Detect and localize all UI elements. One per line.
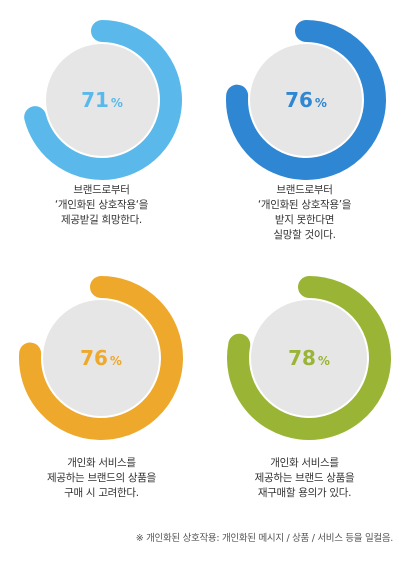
description-line: 개인화 서비스를	[270, 457, 339, 469]
description-line: ‘개인화된 상호작용’을	[257, 199, 352, 211]
description-line: 브랜드로부터	[73, 184, 130, 196]
description-line: 개인화 서비스를	[67, 457, 136, 469]
donut-chart-1: 71%	[24, 20, 182, 180]
donut-center-disc	[250, 44, 362, 156]
description-line: 제공받길 희망한다.	[61, 214, 142, 226]
description-line: 받지 못한다면	[274, 214, 335, 226]
percent-label: 76%	[80, 346, 122, 370]
description-line: 제공하는 브랜드 상품을	[254, 472, 355, 484]
percent-value: 78	[288, 346, 316, 370]
percent-label: 78%	[288, 346, 330, 370]
footnote: ※ 개인화된 상호작용: 개인화된 메시지 / 상품 / 서비스 등을 일컬음.	[135, 533, 394, 544]
description-line: 실망할 것이다.	[273, 229, 336, 241]
percent-value: 71	[81, 88, 109, 112]
donut-arc	[227, 276, 391, 440]
description-line: 제공하는 브랜드의 상품을	[46, 472, 157, 484]
percent-label: 71%	[81, 88, 123, 112]
donut-center-disc	[46, 44, 158, 156]
description-line: 재구매할 용의가 있다.	[257, 487, 352, 499]
donut-chart-2: 76%	[226, 20, 386, 180]
description-line: ‘개인화된 상호작용‘을	[54, 199, 149, 211]
donut-arc	[24, 20, 182, 180]
donut-chart-4: 78%	[227, 276, 391, 440]
description-line: 브랜드로부터	[276, 184, 333, 196]
donut-center-disc	[251, 300, 367, 416]
donut-chart-3: 76%	[19, 276, 183, 440]
percent-unit: %	[315, 96, 327, 110]
percent-label: 76%	[285, 88, 327, 112]
description-line: 구매 시 고려한다.	[64, 487, 139, 499]
donut-arc	[226, 20, 386, 180]
percent-unit: %	[110, 354, 122, 368]
percent-unit: %	[318, 354, 330, 368]
donut-arc	[19, 276, 183, 440]
percent-value: 76	[285, 88, 313, 112]
percent-value: 76	[80, 346, 108, 370]
donut-center-disc	[43, 300, 159, 416]
percent-unit: %	[111, 96, 123, 110]
